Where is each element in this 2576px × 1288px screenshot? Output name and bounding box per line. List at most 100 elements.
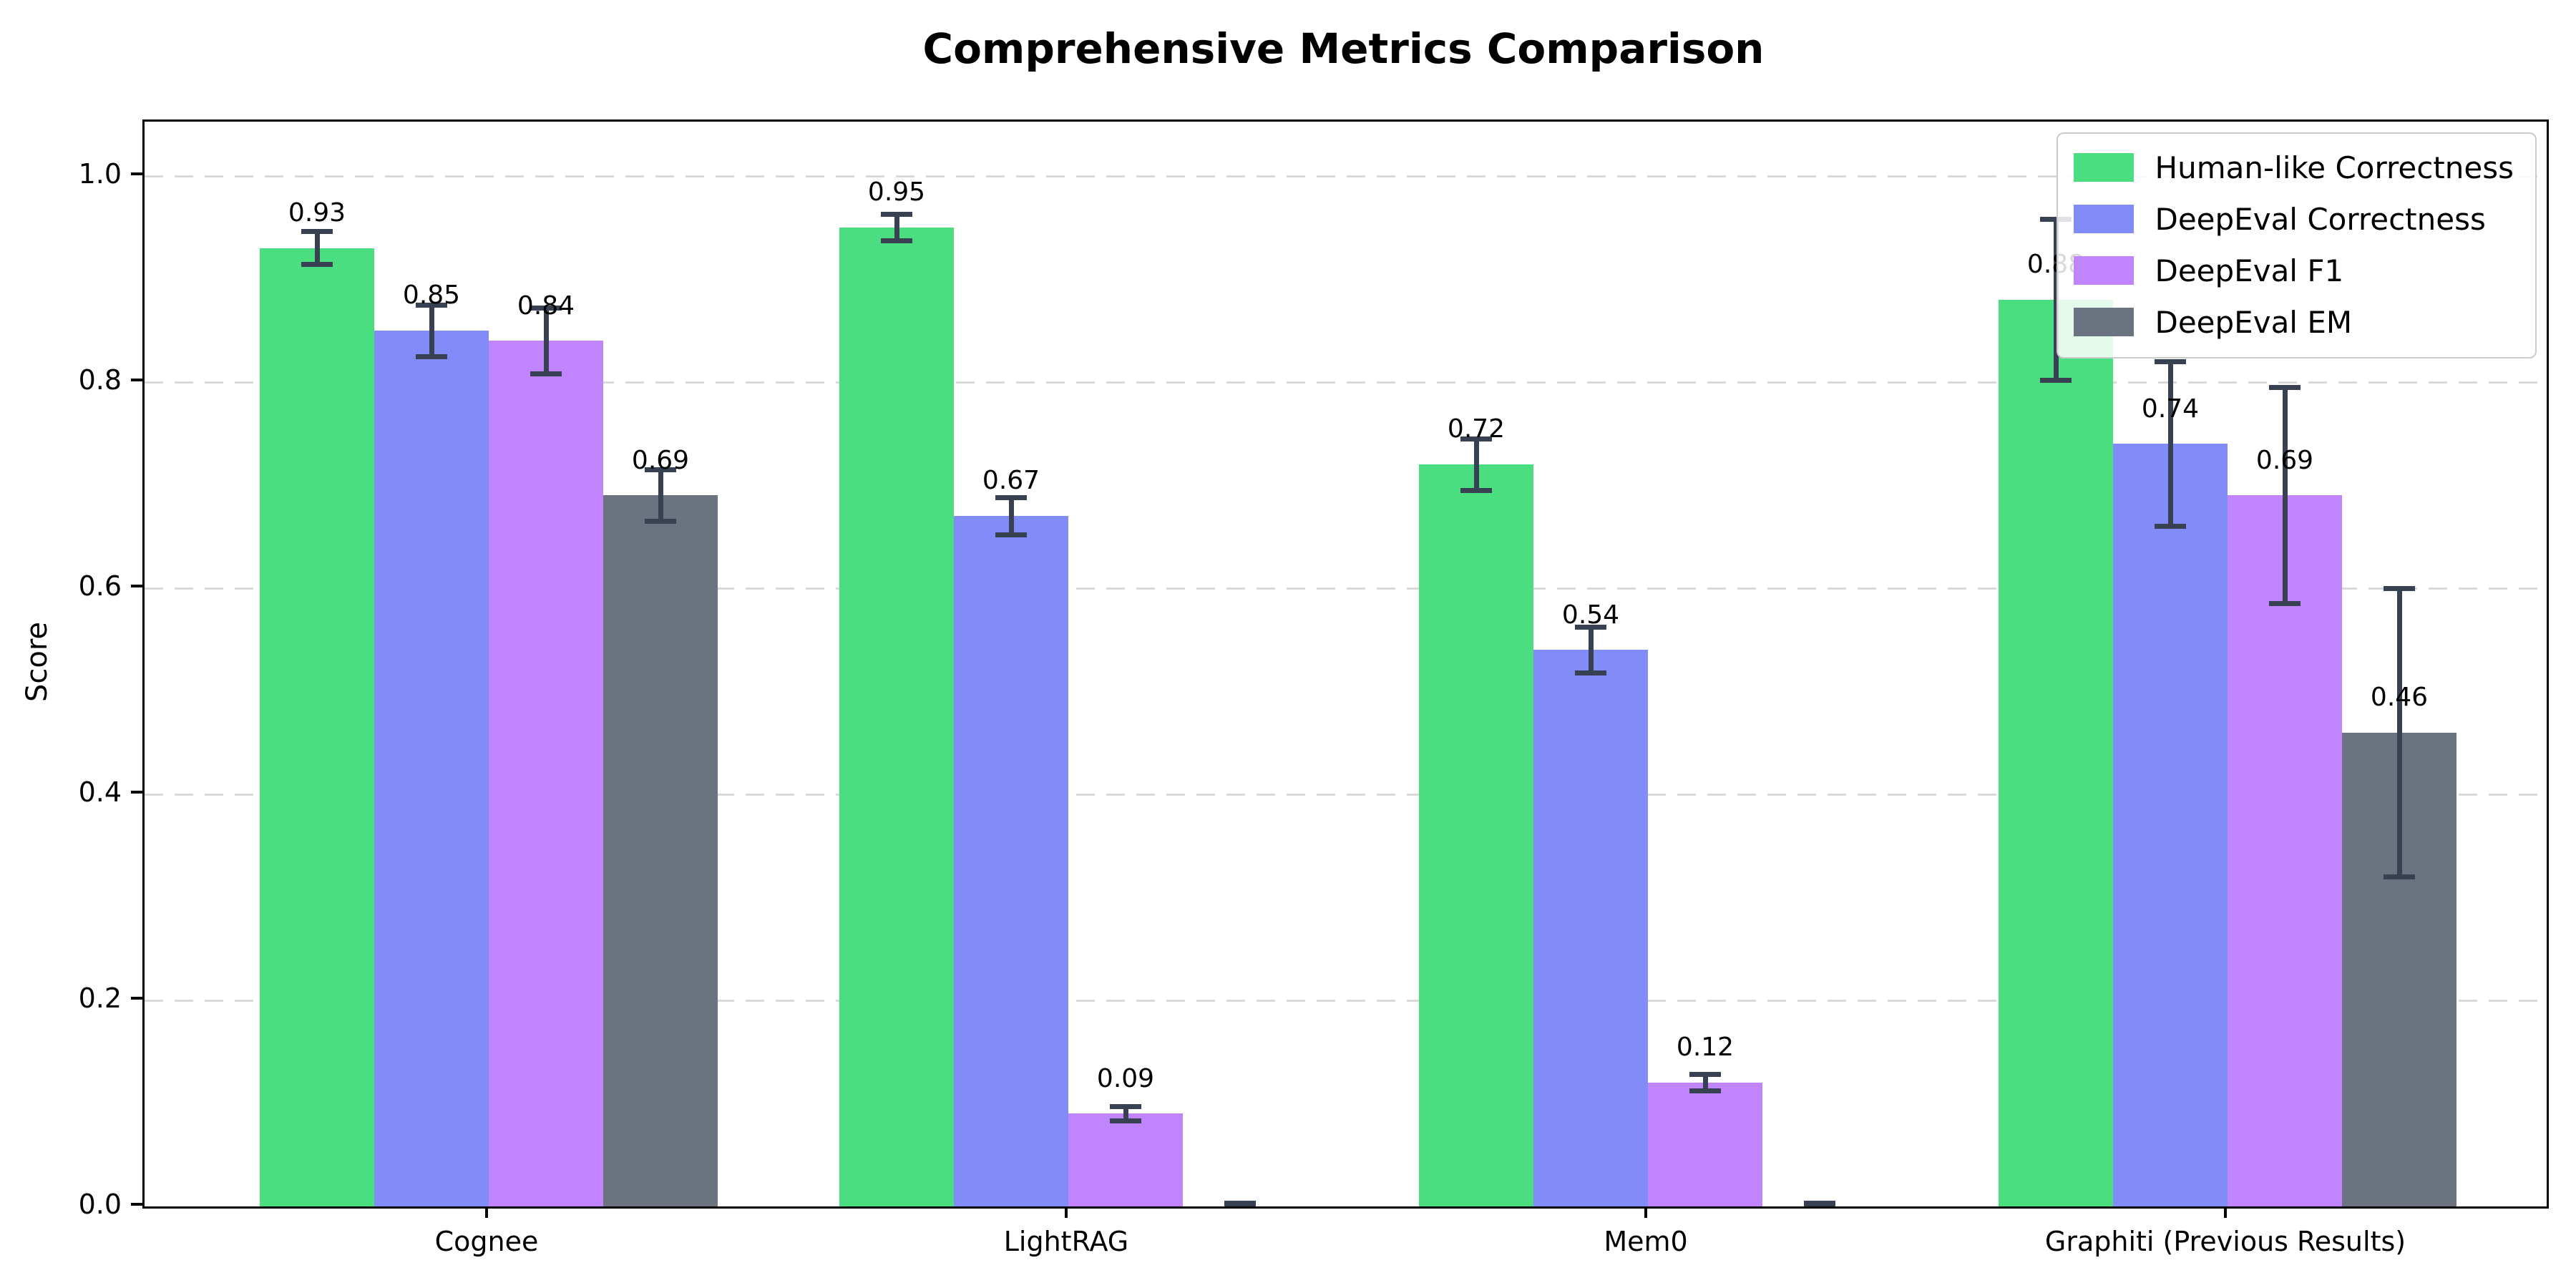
xtick-label-Cognee: Cognee [434,1226,539,1257]
xtick-label-Graphiti (Previous Results): Graphiti (Previous Results) [2044,1226,2406,1257]
error-bar-cap [2040,377,2072,383]
ytick-mark [131,791,142,794]
gridline-0.6 [145,587,2547,590]
ytick-mark [131,379,142,381]
ytick-mark [131,172,142,175]
legend-row-DeepEval F1: DeepEval F1 [2073,248,2514,293]
legend-label: DeepEval Correctness [2155,201,2486,237]
gridline-0.2 [145,999,2547,1002]
ytick-label-0.2: 0.2 [78,982,122,1014]
error-bar-cap [881,211,912,217]
error-bar-cap [2040,216,2072,222]
bar-Cognee-DeepEval F1 [489,341,603,1206]
ytick-mark [131,997,142,1000]
legend-row-DeepEval EM: DeepEval EM [2073,300,2514,344]
error-bar-cap [1575,670,1606,675]
chart-title: Comprehensive Metrics Comparison [922,24,1765,73]
error-bar-cap [301,229,333,235]
error-bar-cap [2269,384,2301,390]
error-bar [314,231,320,265]
error-bar-cap [1689,1072,1721,1078]
error-bar [429,305,434,356]
bar-value-label: 0.85 [402,280,461,311]
ytick-label-0.6: 0.6 [78,570,122,602]
error-bar-cap [645,518,676,524]
gridline-0.8 [145,381,2547,384]
bar-value-label: 0.93 [288,198,346,228]
error-bar [2053,219,2059,381]
bar-value-label: 0.74 [2141,394,2200,424]
gridline-0.4 [145,793,2547,796]
error-bar-cap [2269,601,2301,607]
bar-Graphiti (Previous Results)-Human-like Correctness [1999,300,2113,1206]
bar-Graphiti (Previous Results)-DeepEval Correctness [2113,444,2228,1206]
xtick-label-Mem0: Mem0 [1604,1226,1688,1257]
xtick-mark [1065,1206,1068,1218]
legend-label: DeepEval EM [2155,304,2353,340]
bar-LightRAG-DeepEval F1 [1068,1113,1183,1206]
error-bar-cap [416,302,447,308]
error-bar-cap [1224,1201,1256,1206]
bar-value-label: 0.72 [1447,414,1506,444]
bar-Mem0-Human-like Correctness [1419,464,1533,1206]
bar-Mem0-DeepEval Correctness [1533,650,1648,1206]
error-bar-cap [530,305,562,311]
xtick-mark [485,1206,488,1218]
error-bar [1702,1074,1708,1091]
error-bar [543,308,549,374]
bar-Cognee-Human-like Correctness [260,248,374,1206]
bar-LightRAG-DeepEval Correctness [954,516,1068,1206]
ytick-label-0.0: 0.0 [78,1189,122,1220]
bar-value-label: 0.12 [1676,1033,1735,1063]
legend-label: DeepEval F1 [2155,253,2344,288]
legend-row-DeepEval Correctness: DeepEval Correctness [2073,197,2514,241]
xtick-label-LightRAG: LightRAG [1003,1226,1129,1257]
legend-swatch-icon [2073,153,2134,182]
error-bar [1588,627,1594,673]
legend-row-Human-like Correctness: Human-like Correctness [2073,145,2514,190]
bar-value-label: 0.09 [1096,1063,1155,1093]
error-bar-cap [416,353,447,359]
bar-value-label: 0.69 [2255,445,2314,475]
error-bar [2167,361,2173,527]
bar-value-label: 0.54 [1561,600,1620,630]
error-bar [1123,1106,1128,1121]
bar-value-label: 0.95 [867,177,926,208]
error-bar-cap [881,238,912,244]
error-bar [894,214,899,241]
error-bar [658,469,663,522]
error-bar-cap [2384,585,2415,591]
error-bar-cap [1804,1201,1835,1206]
gridline-1.0 [145,175,2547,177]
error-bar-cap [1110,1103,1141,1109]
bar-value-label: 0.67 [982,466,1040,496]
error-bar-cap [995,494,1027,500]
bar-value-label: 0.84 [517,291,575,321]
error-bar-cap [301,262,333,268]
error-bar-cap [1689,1088,1721,1094]
legend: Human-like Correctness DeepEval Correctne… [2056,132,2537,358]
y-axis-label: Score [21,621,54,703]
error-bar-cap [995,532,1027,537]
bar-Cognee-DeepEval EM [603,495,718,1206]
ytick-label-1.0: 1.0 [78,158,122,190]
error-bar-cap [1110,1118,1141,1123]
bar-value-label: 0.46 [2370,682,2429,712]
error-bar-cap [530,371,562,376]
ytick-label-0.4: 0.4 [78,776,122,808]
error-bar-cap [645,467,676,472]
error-bar [1008,497,1014,535]
xtick-mark [2224,1206,2227,1218]
xtick-mark [1644,1206,1647,1218]
error-bar [2282,387,2288,604]
legend-swatch-icon [2073,256,2134,285]
legend-label: Human-like Correctness [2155,150,2514,185]
legend-swatch-icon [2073,308,2134,336]
error-bar-cap [1575,625,1606,630]
bar-Cognee-DeepEval Correctness [374,331,489,1206]
ytick-label-0.8: 0.8 [78,364,122,396]
ytick-mark [131,585,142,587]
error-bar-cap [1460,487,1492,493]
bar-LightRAG-Human-like Correctness [839,228,954,1206]
error-bar-cap [2155,358,2186,364]
